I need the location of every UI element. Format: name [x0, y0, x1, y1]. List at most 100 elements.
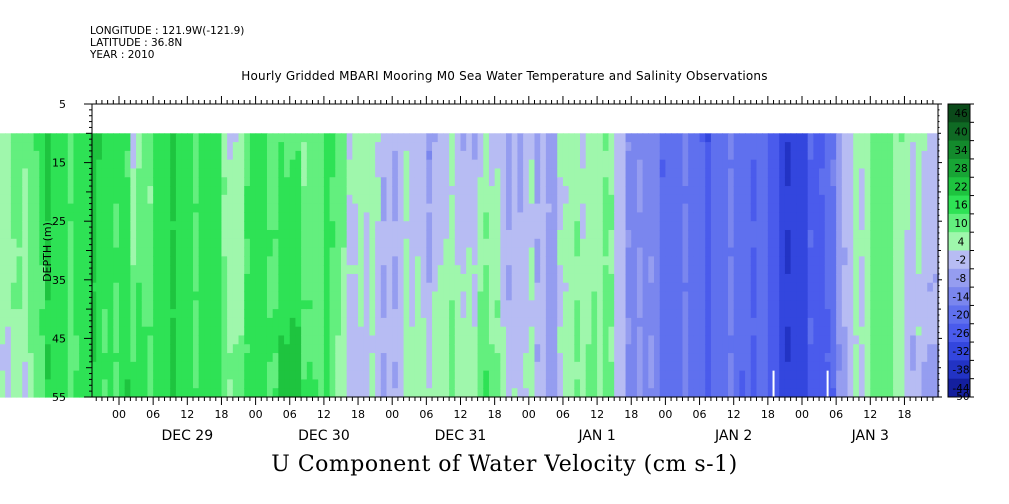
heatmap-cell [699, 168, 706, 178]
heatmap-cell [96, 291, 103, 301]
heatmap-cell [796, 309, 803, 319]
heatmap-cell [682, 309, 689, 319]
heatmap-cell [733, 317, 740, 328]
heatmap-cell [284, 229, 291, 240]
heatmap-cell [796, 168, 803, 178]
heatmap-cell [153, 300, 160, 310]
heatmap-cell [16, 229, 23, 240]
heatmap-cell [483, 291, 490, 301]
heatmap-cell [175, 142, 183, 152]
heatmap-cell [631, 177, 638, 187]
heatmap-cell [807, 353, 814, 363]
heatmap-cell [875, 247, 883, 257]
heatmap-cell [329, 300, 336, 310]
heatmap-cell [807, 300, 814, 310]
heatmap-cell [363, 326, 371, 337]
heatmap-cell [580, 370, 587, 381]
heatmap-cell [443, 300, 450, 310]
heatmap-cell [716, 273, 723, 284]
heatmap-cell [284, 247, 291, 257]
heatmap-cell [688, 256, 695, 266]
heatmap-cell [568, 317, 575, 328]
heatmap-cell [16, 353, 23, 363]
heatmap-cell [488, 309, 496, 319]
heatmap-cell [722, 159, 729, 170]
heatmap-cell [557, 229, 564, 240]
heatmap-cell [597, 142, 604, 152]
heatmap-cell [625, 133, 632, 143]
heatmap-cell [181, 186, 188, 196]
heatmap-cell [181, 326, 188, 337]
heatmap-cell [915, 256, 923, 266]
heatmap-cell [585, 265, 593, 275]
heatmap-cell [204, 388, 211, 398]
heatmap-cell [192, 326, 200, 337]
heatmap-cell [107, 353, 114, 363]
heatmap-cell [483, 133, 490, 143]
heatmap-cell [158, 256, 166, 266]
heatmap-cell [631, 317, 638, 328]
heatmap-cell [665, 194, 672, 205]
heatmap-cell [471, 291, 479, 301]
heatmap-cell [380, 221, 388, 231]
heatmap-cell [39, 361, 46, 372]
heatmap-cell [272, 133, 279, 143]
heatmap-cell [676, 344, 684, 354]
heatmap-cell [426, 379, 433, 389]
heatmap-cell [847, 370, 854, 381]
heatmap-cell [175, 238, 183, 249]
heatmap-cell [517, 177, 524, 187]
heatmap-cell [807, 291, 814, 301]
heatmap-cell [858, 326, 866, 337]
heatmap-cell [249, 265, 257, 275]
heatmap-cell [750, 291, 758, 301]
heatmap-cell [710, 159, 718, 170]
heatmap-cell [84, 265, 92, 275]
heatmap-cell [585, 388, 593, 398]
heatmap-cell [158, 159, 166, 170]
heatmap-cell [659, 379, 666, 389]
heatmap-cell [192, 256, 200, 266]
heatmap-cell [517, 238, 524, 249]
heatmap-cell [728, 203, 735, 214]
heatmap-cell [414, 291, 422, 301]
heatmap-cell [380, 300, 388, 310]
heatmap-cell [50, 300, 57, 310]
heatmap-cell [824, 273, 832, 284]
heatmap-cell [506, 177, 513, 187]
heatmap-cell [5, 265, 12, 275]
heatmap-cell [39, 203, 46, 214]
heatmap-cell [5, 229, 12, 240]
heatmap-cell [813, 335, 820, 345]
heatmap-cell [796, 238, 803, 249]
heatmap-cell [261, 309, 268, 319]
heatmap-cell [477, 133, 484, 143]
heatmap-cell [426, 265, 433, 275]
heatmap-cell [39, 142, 46, 152]
heatmap-cell [540, 256, 547, 266]
heatmap-cell [27, 168, 35, 178]
heatmap-cell [107, 194, 114, 205]
heatmap-cell [10, 353, 18, 363]
heatmap-cell [238, 238, 245, 249]
heatmap-cell [665, 370, 672, 381]
heatmap-cell [767, 370, 775, 381]
heatmap-cell [352, 238, 359, 249]
heatmap-cell [545, 265, 553, 275]
heatmap-cell [352, 177, 359, 187]
heatmap-cell [853, 142, 860, 152]
heatmap-cell [904, 238, 911, 249]
heatmap-cell [557, 256, 564, 266]
heatmap-cell [312, 388, 319, 398]
heatmap-cell [198, 238, 205, 249]
heatmap-cell [16, 291, 23, 301]
heatmap-cell [153, 194, 160, 205]
heatmap-cell [443, 291, 450, 301]
heatmap-cell [90, 256, 97, 266]
heatmap-cell [170, 221, 177, 231]
heatmap-cell [568, 326, 575, 337]
heatmap-cell [597, 335, 604, 345]
heatmap-cell [693, 300, 701, 310]
heatmap-cell [0, 256, 6, 266]
